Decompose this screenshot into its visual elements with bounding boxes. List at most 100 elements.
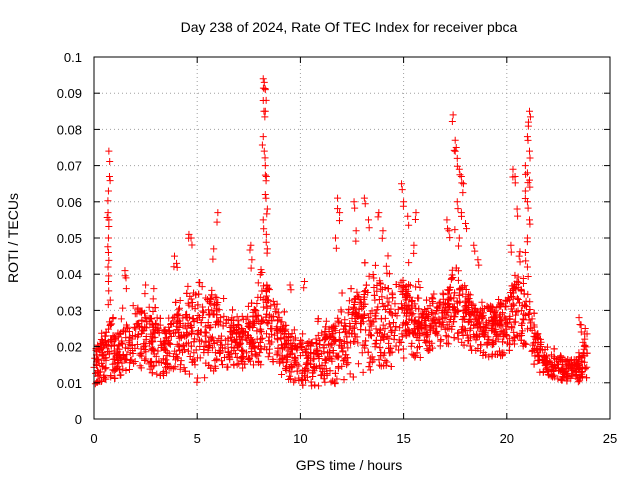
data-point (268, 317, 276, 325)
data-point (148, 369, 156, 377)
data-point (129, 350, 137, 358)
data-point (246, 338, 254, 346)
data-point (216, 349, 224, 357)
data-point (583, 374, 591, 382)
data-point (102, 354, 110, 362)
data-point (335, 217, 343, 225)
data-point (253, 327, 261, 335)
data-point (492, 330, 500, 338)
data-point (477, 341, 485, 349)
data-point (259, 282, 267, 290)
data-point (473, 332, 481, 340)
data-point (454, 276, 462, 284)
data-point (350, 295, 358, 303)
data-point (411, 353, 419, 361)
data-point (131, 310, 139, 318)
data-point (202, 329, 210, 337)
data-point (247, 241, 255, 249)
data-point (386, 308, 394, 316)
data-point (295, 362, 303, 370)
data-point (170, 252, 178, 260)
data-point (316, 364, 324, 372)
data-point (334, 364, 342, 372)
data-point (242, 334, 250, 342)
data-point (291, 353, 299, 361)
data-point (504, 294, 512, 302)
data-point (418, 314, 426, 322)
data-point (449, 274, 457, 282)
data-point (238, 324, 246, 332)
data-point (284, 336, 292, 344)
data-point (141, 357, 149, 365)
data-point (337, 319, 345, 327)
data-point (347, 285, 355, 293)
data-point (317, 371, 325, 379)
data-point (261, 171, 269, 179)
data-point (398, 330, 406, 338)
data-point (371, 312, 379, 320)
x-tick-label: 0 (90, 431, 97, 446)
data-point (526, 183, 534, 191)
data-point (439, 291, 447, 299)
data-point (517, 329, 525, 337)
data-point (385, 320, 393, 328)
data-point (378, 234, 386, 242)
data-point (395, 346, 403, 354)
data-point (433, 327, 441, 335)
data-point (142, 342, 150, 350)
data-point (256, 338, 264, 346)
data-point (261, 113, 269, 121)
data-point (569, 366, 577, 374)
data-point (259, 75, 267, 83)
data-point (352, 311, 360, 319)
data-point (136, 351, 144, 359)
data-point (286, 372, 294, 380)
data-point (119, 340, 127, 348)
data-point (187, 342, 195, 350)
data-point (331, 379, 339, 387)
data-point (398, 186, 406, 194)
y-tick-label: 0.02 (57, 340, 82, 355)
data-point (583, 363, 591, 371)
data-point (522, 297, 530, 305)
data-point (521, 162, 529, 170)
data-point (326, 354, 334, 362)
data-point (547, 372, 555, 380)
data-point (263, 281, 271, 289)
data-point (412, 283, 420, 291)
data-point (493, 304, 501, 312)
data-point (154, 326, 162, 334)
data-point (479, 309, 487, 317)
data-point (167, 333, 175, 341)
data-point (199, 314, 207, 322)
y-tick-label: 0.03 (57, 303, 82, 318)
data-point (468, 346, 476, 354)
data-point (467, 324, 475, 332)
data-point (501, 303, 509, 311)
data-point (137, 308, 145, 316)
data-point (104, 197, 112, 205)
data-point (354, 339, 362, 347)
data-point (314, 331, 322, 339)
data-point (266, 340, 274, 348)
data-point (153, 370, 161, 378)
data-point (371, 343, 379, 351)
data-point (513, 294, 521, 302)
data-point (476, 324, 484, 332)
data-point (207, 364, 215, 372)
data-point (408, 316, 416, 324)
data-point (194, 330, 202, 338)
data-point (209, 310, 217, 318)
data-point (523, 169, 531, 177)
data-point (193, 316, 201, 324)
data-point (511, 340, 519, 348)
data-point (183, 289, 191, 297)
data-point (329, 346, 337, 354)
data-point (408, 350, 416, 358)
data-point (173, 318, 181, 326)
data-point (401, 319, 409, 327)
data-point (139, 327, 147, 335)
data-point (329, 323, 337, 331)
data-point (384, 301, 392, 309)
data-point (415, 336, 423, 344)
